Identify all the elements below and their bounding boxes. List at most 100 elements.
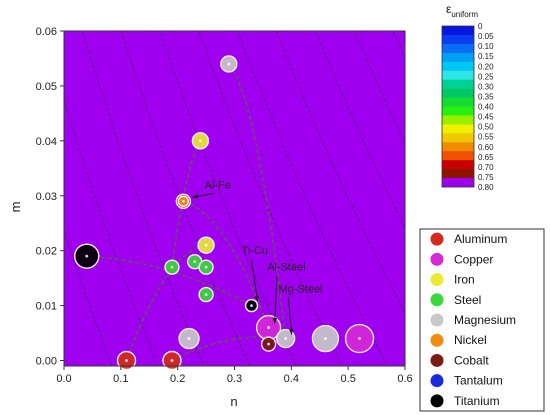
x-tick-label: 0.0 [56,373,71,385]
axes: 0.0 0.1 0.2 0.3 0.4 0.5 0.6 0.00 0.01 0.02 0.03 0.0… [36,26,413,385]
svg-text:Titanium: Titanium [454,394,500,408]
point-magnesium [311,324,340,353]
legend-entry-tantalum: Tantalum [429,373,503,389]
colorbar-tick-label: 0.40 [478,103,494,112]
svg-text:Al-Fe: Al-Fe [205,179,231,191]
point-cobalt [260,336,277,352]
colorbar-tick-label: 0.70 [478,163,494,172]
y-tick-label: 0.00 [36,356,57,368]
point-magnesium [178,327,200,350]
colorbar-swatch [442,43,474,54]
legend-entry-titanium: Titanium [429,393,500,409]
svg-text:Iron: Iron [454,273,475,287]
colorbar-swatch [442,115,474,125]
y-tick-label: 0.03 [36,191,57,203]
legend-entry-steel: Steel [429,292,481,308]
colorbar-swatch [442,97,474,107]
contour-line [237,31,389,366]
point-titanium [74,243,100,269]
point-nickel [177,195,190,207]
svg-text:Ti-Cu: Ti-Cu [242,245,268,257]
colorbar: εuniform 00.050.100.150.200.250.300.35 0.… [441,2,494,192]
point-aluminum [162,350,182,371]
legend-entry-cobalt: Cobalt [429,352,489,368]
svg-text:Steel: Steel [454,293,481,307]
colorbar-tick-label: 0.50 [478,123,494,132]
colorbar-tick-label: 0.75 [478,173,494,182]
colorbar-tick-label: 0.10 [478,42,494,51]
x-tick-label: 0.6 [397,373,412,385]
colorbar-tick-label: 0.60 [478,143,494,152]
x-tick-label: 0.5 [341,373,356,385]
colorbar-title: εuniform [446,2,478,19]
point-magnesium [220,55,238,73]
material-points [74,55,375,371]
annotation-al-steel: Al-Steel [267,262,306,324]
colorbar-tick-label: 0.25 [478,72,494,81]
svg-text:Nickel: Nickel [454,333,487,347]
annotation-al-fe: Al-Fe [192,179,231,199]
legend-entry-magnesium: Magnesium [429,312,516,328]
colorbar-swatch [442,88,474,98]
colorbar-swatch [442,79,474,89]
point-copper [344,323,375,354]
colorbar-tick-label: 0.30 [478,82,494,91]
contour-line [120,31,251,366]
material-legend: Aluminum Copper Iron Steel Magnesium Nickel Co… [419,228,545,412]
colorbar-tick-label: 0.45 [478,113,494,122]
point-steel [164,259,180,275]
legend-entry-nickel: Nickel [429,332,487,348]
point-steel [198,259,214,275]
path-link [183,200,270,328]
point-magnesium [275,328,296,349]
point-iron [191,132,210,150]
contour-line [276,31,405,313]
point-aluminum [116,350,137,371]
point-steel [198,286,214,303]
colorbar-tick-label: 0.15 [478,52,494,61]
contour-line [198,31,343,366]
contour-line [314,31,405,228]
svg-text:Aluminum: Aluminum [454,232,507,246]
legend-entry-copper: Copper [429,251,493,267]
y-tick-label: 0.04 [36,136,57,148]
joint-annotations: Al-Fe Ti-Cu Al-Steel Mg-Steel [192,179,323,335]
contour-lines [64,31,405,366]
x-tick-label: 0.2 [170,373,185,385]
svg-text:Mg-Steel: Mg-Steel [278,284,322,296]
colorbar-swatch [442,151,474,161]
x-tick-label: 0.3 [227,373,242,385]
colorbar-swatch [442,160,474,170]
colorbar-tick-label: 0.35 [478,92,494,101]
path-link [171,140,202,268]
legend-entry-iron: Iron [429,272,475,288]
colorbar-tick-label: 0 [478,22,483,31]
colorbar-swatch [442,133,474,143]
colorbar-tick-label: 0.55 [478,133,494,142]
colorbar-tick-label: 0.20 [478,62,494,71]
colorbar-swatch [442,178,474,188]
y-tick-label: 0.05 [36,81,57,93]
colorbar-swatch [442,124,474,134]
colorbar-swatch [442,70,474,80]
colorbar-swatch [442,142,474,152]
path-link [125,244,207,361]
x-axis-label: n [230,394,237,409]
y-tick-label: 0.06 [36,26,57,38]
annotation-mg-steel: Mg-Steel [278,284,323,335]
x-tick-label: 0.4 [284,373,299,385]
colorbar-tick-label: 0.65 [478,153,494,162]
colorbar-swatch [442,169,474,179]
y-axis-label: m [8,202,23,213]
y-tick-label: 0.01 [36,301,57,313]
colorbar-swatch [442,61,474,72]
colorbar-swatch [442,106,474,116]
svg-text:Magnesium: Magnesium [454,313,516,327]
svg-text:Al-Steel: Al-Steel [267,262,306,274]
path-link [228,63,287,339]
colorbar-tick-label: 0.05 [478,32,494,41]
y-tick-label: 0.02 [36,246,57,258]
colorbar-tick-label: 0.80 [478,183,494,192]
colorbar-swatch [442,26,474,36]
